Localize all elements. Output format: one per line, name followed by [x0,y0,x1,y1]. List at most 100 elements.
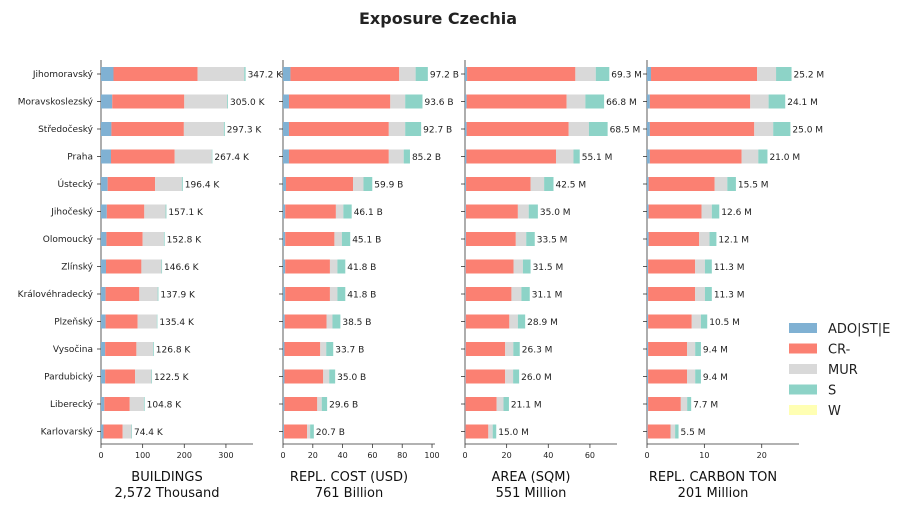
bar-cr [649,149,742,164]
bar-cr [111,122,184,136]
bar-cr [105,259,142,274]
bar-s [517,314,526,329]
bar-value-label: 93.6 B [424,98,453,108]
bar-mur [699,232,710,246]
bar-cr [648,232,700,246]
bar-mur [174,149,212,164]
legend-item-w: W [789,404,841,419]
x-tick-label: 0 [462,451,467,460]
bar-s [704,259,712,274]
bar-ado-st-e [283,342,285,356]
bar-mur [317,397,322,411]
bar-cr [467,67,576,81]
bar-cr [105,314,138,329]
bar-value-label: 55.1 M [582,153,613,163]
bar-value-label: 29.6 B [329,401,358,411]
bar-ado-st-e [647,94,650,109]
bar-ado-st-e [101,94,113,109]
bar-cr [649,122,755,136]
bar-value-label: 85.2 B [412,153,441,163]
legend-swatch [789,343,817,354]
bar-s [143,397,145,411]
bar-value-label: 35.0 M [540,208,571,218]
bar-ado-st-e [283,314,285,329]
x-tick-label: 300 [218,451,233,460]
bar-ado-st-e [101,177,108,191]
bar-ado-st-e [647,314,649,329]
bar-s [156,314,158,329]
bar-value-label: 74.4 K [134,428,164,438]
bar-cr [106,232,143,246]
category-label: Královéhradecký [18,289,94,300]
bar-value-label: 5.5 M [681,428,706,438]
x-axis-total: 2,572 Thousand [115,486,220,501]
bar-s [329,369,336,384]
bar-value-label: 21.1 M [511,401,542,411]
bar-cr [648,369,688,384]
bar-cr [284,424,308,439]
bar-value-label: 66.8 M [606,98,637,108]
legend-swatch [789,384,817,395]
bar-cr [465,397,497,411]
bar-s [521,287,530,301]
bar-mur [754,122,774,136]
bar-mur [741,149,759,164]
bar-ado-st-e [283,67,291,81]
bar-s [544,177,554,191]
bar-mur [513,259,523,274]
bar-ado-st-e [465,259,466,274]
bar-cr [113,67,198,81]
bar-cr [290,67,400,81]
legend-item-ado-st-e: ADO|ST|E [789,322,890,337]
bar-cr [465,232,516,246]
x-tick-label: 0 [280,451,285,460]
bar-mur [197,67,245,81]
category-label: Ústecký [57,178,93,190]
bar-ado-st-e [465,314,466,329]
bar-mur [555,149,574,164]
bar-s [337,259,346,274]
bar-s [227,94,229,109]
bar-value-label: 24.1 M [787,98,818,108]
bar-cr [648,177,715,191]
bar-s [675,424,679,439]
category-label: Vysočina [53,344,93,355]
bar-ado-st-e [465,67,468,81]
bar-mur [141,259,162,274]
bar-mur [388,122,406,136]
bar-value-label: 59.9 B [374,181,403,191]
bar-cr [112,94,185,109]
bar-ado-st-e [647,369,649,384]
bar-s [711,204,720,219]
bar-cr [648,204,702,219]
bar-cr [105,369,136,384]
bar-s [503,397,509,411]
bar-value-label: 11.3 M [714,263,745,273]
bar-cr [288,94,391,109]
bar-value-label: 12.6 M [721,208,752,218]
bar-mur [517,204,529,219]
bar-cr [285,204,336,219]
bar-cr [651,67,758,81]
x-tick-label: 20 [502,451,512,460]
legend: ADO|ST|E CR- MUR SW [789,322,890,419]
bar-value-label: 267.4 K [214,153,250,163]
bar-cr [648,259,696,274]
bar-s [727,177,736,191]
bar-s [332,314,341,329]
bar-s [223,122,225,136]
category-label: Olomoucký [43,235,94,245]
bar-ado-st-e [647,122,650,136]
bar-value-label: 9.4 M [703,346,728,356]
bar-ado-st-e [647,259,649,274]
legend-label: CR- [828,343,851,358]
bar-s [768,94,786,109]
bar-s [700,314,708,329]
bar-ado-st-e [101,397,105,411]
panel-repl-cost-usd: 0 20 40 60 80 100 REPL. COST (USD)761 Billion 9… [279,60,459,501]
bar-mur [155,177,182,191]
bar-mur [670,424,676,439]
bar-s [310,424,314,439]
bar-cr [285,287,330,301]
bar-mur [568,122,589,136]
